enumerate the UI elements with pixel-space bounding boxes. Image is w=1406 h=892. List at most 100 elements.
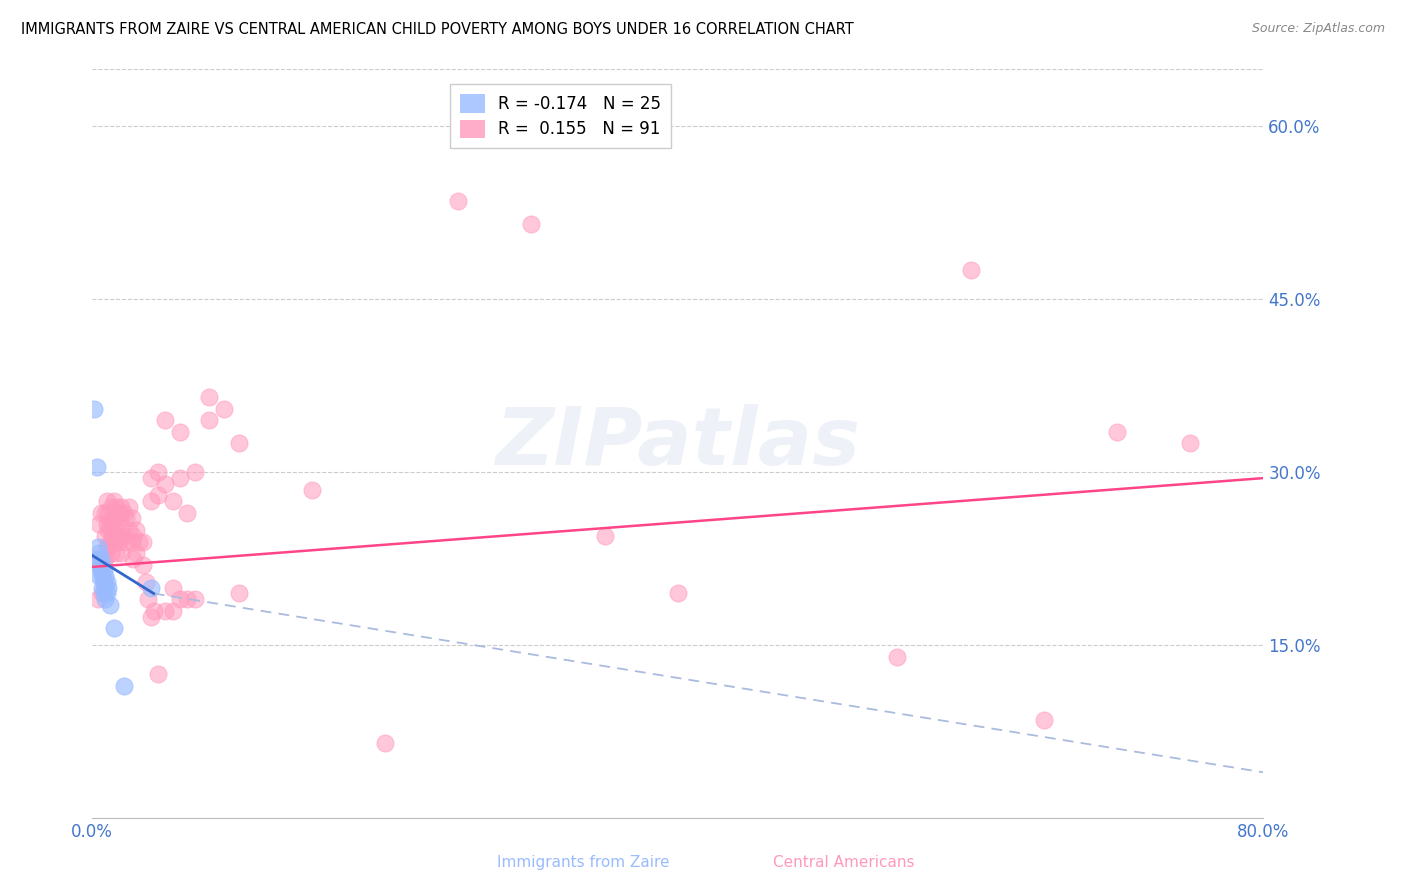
Point xyxy=(97,523,120,537)
Point xyxy=(115,534,138,549)
Point xyxy=(90,506,112,520)
Point xyxy=(136,592,159,607)
Point xyxy=(121,534,143,549)
Point xyxy=(112,529,135,543)
Point xyxy=(94,569,117,583)
Point xyxy=(176,506,198,520)
Point xyxy=(155,476,177,491)
Point xyxy=(93,563,115,577)
Point xyxy=(110,500,132,514)
Point xyxy=(169,425,191,439)
Point xyxy=(118,523,141,537)
Point xyxy=(301,483,323,497)
Point xyxy=(1178,436,1201,450)
Point xyxy=(1105,425,1128,439)
Point xyxy=(146,466,169,480)
Point xyxy=(100,500,122,514)
Point xyxy=(93,574,115,589)
Point xyxy=(103,511,125,525)
Point xyxy=(91,569,114,583)
Point xyxy=(97,506,120,520)
Point xyxy=(374,736,396,750)
Point xyxy=(132,534,155,549)
Point xyxy=(447,194,470,209)
Point xyxy=(118,500,141,514)
Point xyxy=(108,506,131,520)
Point xyxy=(520,217,543,231)
Point xyxy=(212,401,235,416)
Point xyxy=(183,592,205,607)
Point xyxy=(122,552,145,566)
Point xyxy=(125,546,148,560)
Point xyxy=(89,517,111,532)
Point xyxy=(107,511,129,525)
Point xyxy=(86,552,108,566)
Legend: R = -0.174   N = 25, R =  0.155   N = 91: R = -0.174 N = 25, R = 0.155 N = 91 xyxy=(450,85,671,148)
Point xyxy=(101,529,124,543)
Point xyxy=(125,523,148,537)
Point xyxy=(100,546,122,560)
Point xyxy=(135,574,157,589)
Point xyxy=(96,494,118,508)
Point xyxy=(121,511,143,525)
Point xyxy=(886,649,908,664)
Text: Source: ZipAtlas.com: Source: ZipAtlas.com xyxy=(1251,22,1385,36)
Point xyxy=(87,541,110,555)
Point xyxy=(228,586,250,600)
Point xyxy=(122,529,145,543)
Point xyxy=(101,511,124,525)
Point xyxy=(183,466,205,480)
Point xyxy=(94,552,117,566)
Point xyxy=(83,401,105,416)
Point xyxy=(87,552,110,566)
Point xyxy=(104,500,127,514)
Point xyxy=(107,534,129,549)
Text: IMMIGRANTS FROM ZAIRE VS CENTRAL AMERICAN CHILD POVERTY AMONG BOYS UNDER 16 CORR: IMMIGRANTS FROM ZAIRE VS CENTRAL AMERICA… xyxy=(21,22,853,37)
Point xyxy=(94,506,117,520)
Point xyxy=(104,523,127,537)
Point xyxy=(94,529,117,543)
Text: ZIPatlas: ZIPatlas xyxy=(495,404,860,483)
Point xyxy=(91,558,114,572)
Point xyxy=(103,494,125,508)
Point xyxy=(96,541,118,555)
Point xyxy=(104,546,127,560)
Point xyxy=(198,413,221,427)
Point xyxy=(155,604,177,618)
Point xyxy=(94,592,117,607)
Point xyxy=(142,604,165,618)
Point xyxy=(162,604,184,618)
Point xyxy=(98,598,121,612)
Point xyxy=(176,592,198,607)
Point xyxy=(162,494,184,508)
Point xyxy=(103,534,125,549)
Point xyxy=(93,552,115,566)
Point xyxy=(105,506,128,520)
Point xyxy=(96,517,118,532)
Point xyxy=(959,263,981,277)
Text: Immigrants from Zaire: Immigrants from Zaire xyxy=(498,855,669,870)
Point xyxy=(93,574,115,589)
Point xyxy=(112,679,135,693)
Point xyxy=(155,413,177,427)
Point xyxy=(139,581,162,595)
Point xyxy=(110,546,132,560)
Point xyxy=(146,488,169,502)
Point xyxy=(91,581,114,595)
Point xyxy=(228,436,250,450)
Point xyxy=(115,511,138,525)
Point xyxy=(146,667,169,681)
Point xyxy=(105,529,128,543)
Point xyxy=(91,586,114,600)
Point xyxy=(128,534,150,549)
Point xyxy=(97,541,120,555)
Point xyxy=(198,390,221,404)
Point xyxy=(90,552,112,566)
Point xyxy=(94,581,117,595)
Point xyxy=(593,529,616,543)
Point xyxy=(139,494,162,508)
Point xyxy=(132,558,155,572)
Point xyxy=(97,581,120,595)
Point xyxy=(93,586,115,600)
Point xyxy=(87,592,110,607)
